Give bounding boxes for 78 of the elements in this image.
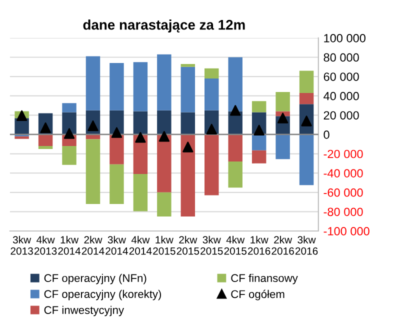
bar	[157, 134, 172, 192]
bar	[110, 63, 124, 110]
bar	[299, 92, 314, 104]
y-tick-label: 40 000	[324, 92, 359, 100]
x-tick-label: 1kw 2016	[248, 236, 270, 255]
y-tick-label: -100 000	[324, 227, 370, 236]
x-tick-label: 2kw 2015	[176, 236, 200, 255]
bar	[299, 134, 314, 186]
legend-label: CF operacyjny (korekty)	[44, 290, 162, 300]
bar	[110, 164, 124, 204]
x-tick-label: 4kw 2014	[129, 236, 152, 255]
point	[64, 128, 75, 139]
bar	[157, 54, 172, 110]
bar	[180, 66, 196, 112]
bar	[228, 162, 242, 188]
bar	[157, 192, 172, 217]
bar	[86, 139, 100, 204]
bar	[276, 134, 290, 160]
y-tick-label: -60 000	[324, 188, 363, 197]
x-tick-label: 3kw 2013	[10, 236, 33, 255]
bar	[38, 134, 53, 146]
x-tick-label: 1kw 2015	[153, 236, 176, 255]
point	[230, 104, 241, 116]
bar	[228, 57, 242, 112]
legend-label: CF ogółem	[231, 290, 284, 300]
legend-label: CF inwestycyjny	[44, 306, 124, 316]
bar	[180, 64, 196, 67]
x-tick-label: 4kw 2013	[34, 236, 57, 255]
x-tick-label: 2kw 2014	[82, 236, 104, 255]
point	[158, 131, 170, 142]
bar	[252, 101, 266, 112]
chart-title: dane narastające za 12m	[83, 20, 245, 32]
bar	[252, 134, 266, 150]
bar	[62, 103, 76, 112]
bar	[180, 112, 196, 134]
bar	[86, 56, 100, 110]
bar	[14, 136, 29, 139]
bar	[299, 70, 314, 93]
y-tick-label: 0	[324, 130, 330, 139]
x-tick-label: 1kw 2014	[58, 236, 81, 255]
point	[16, 110, 28, 122]
x-tick-label: 3kw 2014	[106, 236, 128, 255]
x-tick-label: 4kw 2015	[224, 236, 247, 255]
bar	[252, 150, 266, 164]
bar	[204, 134, 219, 196]
legend-label: CF finansowy	[231, 274, 298, 284]
bar	[62, 112, 76, 134]
x-tick-label: 3kw 2016	[295, 236, 318, 255]
x-tick-label: 3kw 2015	[200, 236, 223, 255]
legend-label: CF operacyjny (NFn)	[44, 274, 146, 284]
y-tick-label: -80 000	[324, 208, 363, 216]
bar	[62, 146, 76, 165]
bar	[133, 62, 148, 112]
bar	[276, 92, 290, 112]
bar	[110, 134, 124, 164]
point	[277, 112, 288, 124]
point	[111, 127, 122, 138]
y-tick-label: 100 000	[324, 34, 366, 42]
bar	[204, 68, 219, 78]
point	[182, 142, 194, 152]
point	[135, 132, 146, 143]
point	[254, 124, 264, 136]
x-tick-label: 2kw 2016	[272, 236, 294, 255]
y-tick-label: 80 000	[324, 53, 359, 62]
bar	[180, 134, 196, 217]
point	[206, 124, 217, 135]
bar	[110, 110, 124, 134]
bar	[38, 146, 53, 149]
y-tick-label: -40 000	[324, 169, 363, 178]
bar	[86, 134, 100, 140]
bar	[228, 134, 242, 162]
y-tick-label: -20 000	[324, 150, 363, 158]
y-tick-label: 60 000	[324, 72, 359, 81]
bar	[157, 110, 172, 134]
bar	[204, 78, 219, 110]
bar	[133, 174, 148, 212]
y-tick-label: 20 000	[324, 111, 359, 120]
bar	[133, 111, 148, 134]
